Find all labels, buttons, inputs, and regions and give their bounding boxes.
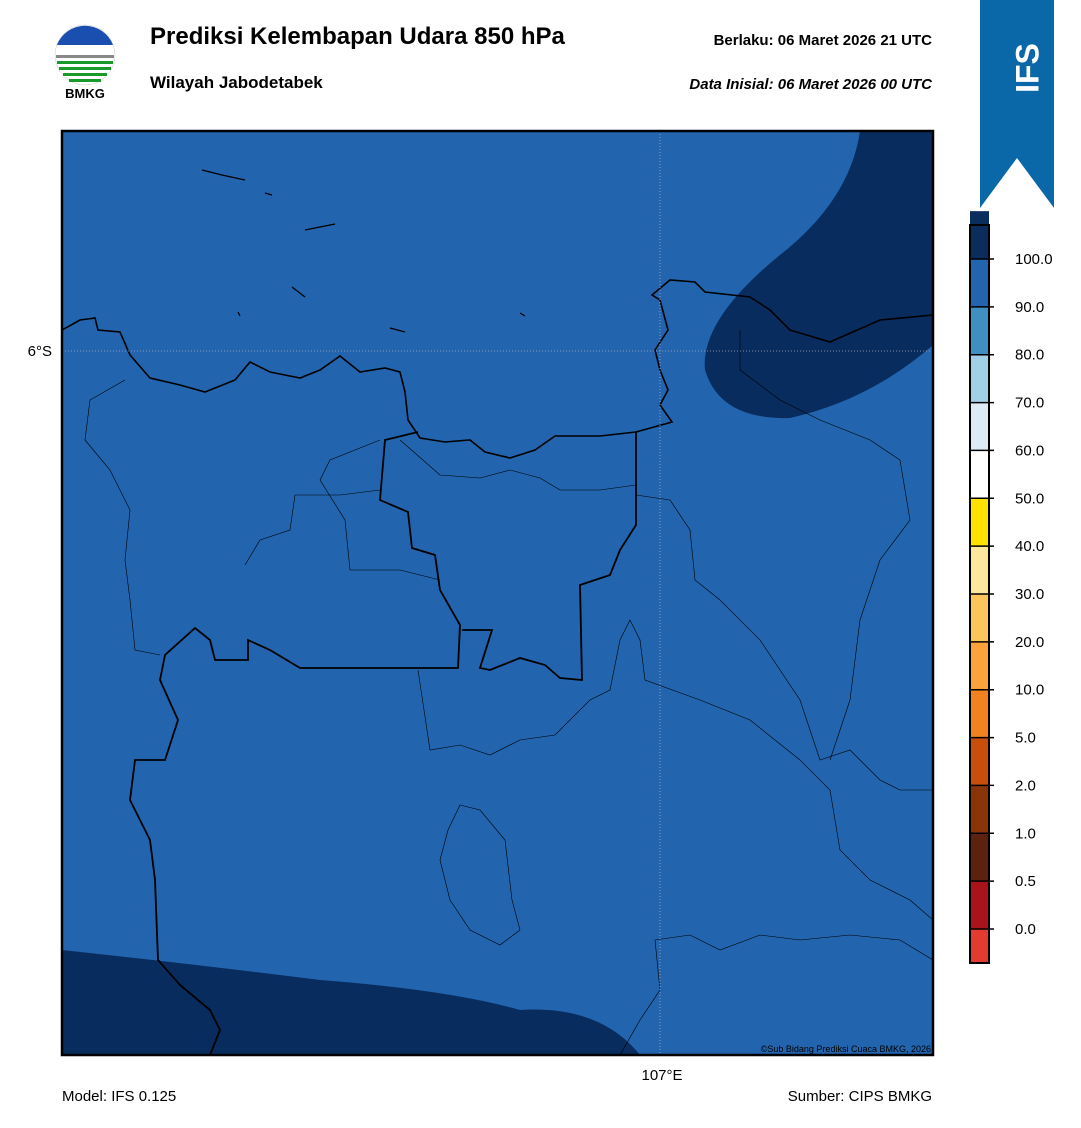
colorbar-tick-label: 0.5 — [1015, 873, 1036, 890]
colorbar-tick-label: 10.0 — [1015, 682, 1044, 699]
humidity-high-region — [62, 950, 640, 1055]
colorbar-tick-label: 0.0 — [1015, 921, 1036, 938]
colorbar-tick-label: 60.0 — [1015, 442, 1044, 459]
colorbar-segment — [970, 785, 989, 834]
model-badge-text: IFS — [1009, 43, 1045, 93]
footer-model: Model: IFS 0.125 — [62, 1088, 176, 1105]
colorbar-segment — [970, 737, 989, 786]
colorbar-tick-label: 100.0 — [1015, 251, 1053, 268]
colorbar-segment — [970, 211, 989, 259]
colorbar-segment — [970, 354, 989, 403]
colorbar-tick-label: 40.0 — [1015, 538, 1044, 555]
regency-boundary — [84, 330, 933, 1055]
credit: ©Sub Bidang Prediksi Cuaca BMKG, 2026 — [761, 1044, 931, 1054]
colorbar-tick-label: 20.0 — [1015, 634, 1044, 651]
map — [62, 131, 933, 1055]
colorbar-segment — [970, 498, 989, 547]
title: Prediksi Kelembapan Udara 850 hPa — [150, 23, 566, 50]
colorbar-tick-label: 1.0 — [1015, 825, 1036, 842]
colorbar-segment — [970, 259, 989, 307]
colorbar-segment — [970, 402, 989, 451]
colorbar-segment — [970, 881, 989, 929]
coastline — [62, 169, 933, 459]
bmkg-logo — [54, 24, 116, 86]
colorbar-tick-label: 70.0 — [1015, 395, 1044, 412]
footer-source: Sumber: CIPS BMKG — [788, 1088, 932, 1105]
valid-time: Berlaku: 06 Maret 2026 21 UTC — [714, 32, 933, 49]
colorbar-tick-label: 2.0 — [1015, 777, 1036, 794]
map-frame — [60, 129, 935, 1057]
province-boundary — [129, 431, 637, 1055]
lon-label: 107°E — [641, 1067, 682, 1084]
initial-time: Data Inisial: 06 Maret 2026 00 UTC — [689, 76, 933, 93]
colorbar-tick-label: 80.0 — [1015, 347, 1044, 364]
colorbar-segment — [970, 929, 989, 963]
model-badge — [980, 0, 1054, 208]
colorbar-segment — [970, 450, 989, 499]
colorbar-tick-label: 30.0 — [1015, 586, 1044, 603]
colorbar-segment — [970, 546, 989, 594]
colorbar-segment — [970, 594, 989, 642]
colorbar-segment — [970, 641, 989, 690]
colorbar: 0.0 0.5 1.0 2.0 5.0 10.0 20.0 30.0 40.0 50.0 60.0 7… — [969, 211, 1053, 964]
lat-label: 6°S — [28, 343, 52, 360]
colorbar-tick-label: 90.0 — [1015, 299, 1044, 316]
logo-text: BMKG — [65, 86, 105, 101]
colorbar-segment — [970, 833, 989, 882]
subtitle: Wilayah Jabodetabek — [150, 73, 323, 92]
colorbar-tick-label: 5.0 — [1015, 730, 1036, 747]
humidity-high-region — [704, 131, 933, 419]
colorbar-segment — [970, 689, 989, 738]
colorbar-tick-label: 50.0 — [1015, 490, 1044, 507]
colorbar-segment — [970, 306, 989, 355]
